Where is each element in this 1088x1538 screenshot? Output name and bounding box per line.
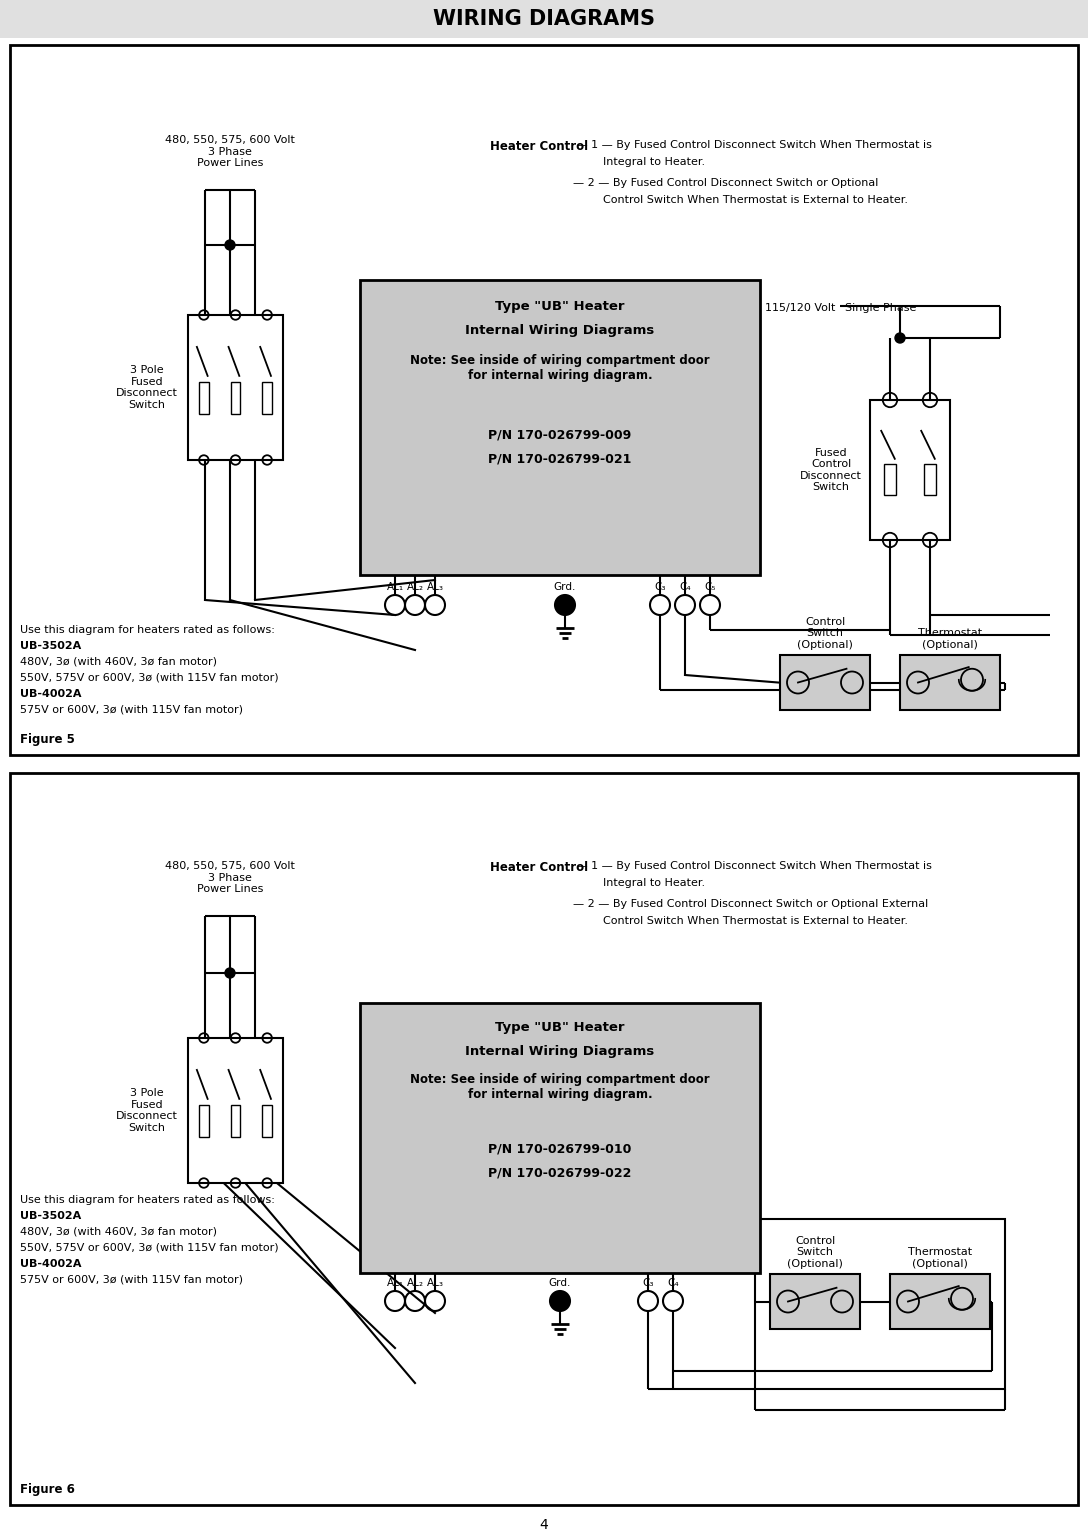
Bar [262,1104,272,1137]
Text: P/N 170-026799-010: P/N 170-026799-010 [489,1143,632,1157]
Bar [890,1273,990,1329]
Text: P/N 170-026799-021: P/N 170-026799-021 [489,452,632,464]
Bar [360,1003,761,1273]
Text: AL₁: AL₁ [386,1278,404,1287]
Text: Internal Wiring Diagrams: Internal Wiring Diagrams [466,325,655,337]
Text: UB-3502A: UB-3502A [20,1210,82,1221]
Bar [10,45,1078,755]
Circle shape [225,967,235,978]
Circle shape [551,1290,570,1310]
Text: AL₂: AL₂ [407,1278,423,1287]
Text: AL₁: AL₁ [386,581,404,592]
Text: Use this diagram for heaters rated as follows:: Use this diagram for heaters rated as fo… [20,624,275,635]
Circle shape [555,595,574,615]
Text: — 1 — By Fused Control Disconnect Switch When Thermostat is: — 1 — By Fused Control Disconnect Switch… [573,140,932,151]
Text: 480V, 3ø (with 460V, 3ø fan motor): 480V, 3ø (with 460V, 3ø fan motor) [20,657,217,667]
Bar [199,1104,209,1137]
Bar [231,1104,240,1137]
Bar [231,381,240,414]
Text: Grd.: Grd. [548,1278,571,1287]
Text: 480V, 3ø (with 460V, 3ø fan motor): 480V, 3ø (with 460V, 3ø fan motor) [20,1227,217,1237]
Text: Heater Control: Heater Control [490,861,589,874]
Text: Control Switch When Thermostat is External to Heater.: Control Switch When Thermostat is Extern… [603,917,908,926]
Text: Integral to Heater.: Integral to Heater. [603,878,705,887]
Text: P/N 170-026799-022: P/N 170-026799-022 [489,1166,632,1180]
Text: 3 Pole
Fused
Disconnect
Switch: 3 Pole Fused Disconnect Switch [116,365,178,411]
Text: 3 Pole
Fused
Disconnect
Switch: 3 Pole Fused Disconnect Switch [116,1087,178,1134]
Text: Type "UB" Heater: Type "UB" Heater [495,1021,625,1034]
Bar [199,381,209,414]
Text: — 2 — By Fused Control Disconnect Switch or Optional: — 2 — By Fused Control Disconnect Switch… [573,178,878,188]
Text: C₅: C₅ [704,581,716,592]
Text: 4: 4 [540,1518,548,1532]
Text: — 2 — By Fused Control Disconnect Switch or Optional External: — 2 — By Fused Control Disconnect Switch… [573,900,928,909]
Text: Thermostat
(Optional): Thermostat (Optional) [908,1247,972,1269]
Circle shape [225,240,235,251]
Bar [262,381,272,414]
Bar [360,280,761,575]
Circle shape [895,334,905,343]
Bar [10,774,1078,1506]
Text: — 1 — By Fused Control Disconnect Switch When Thermostat is: — 1 — By Fused Control Disconnect Switch… [573,861,932,871]
Bar [870,400,950,540]
Text: Figure 6: Figure 6 [20,1483,75,1496]
Bar [883,464,897,495]
Bar [900,655,1000,711]
Text: Thermostat
(Optional): Thermostat (Optional) [918,629,982,651]
Text: Note: See inside of wiring compartment door
for internal wiring diagram.: Note: See inside of wiring compartment d… [410,1074,709,1101]
Text: Figure 5: Figure 5 [20,734,75,746]
Text: P/N 170-026799-009: P/N 170-026799-009 [489,428,632,441]
Text: AL₃: AL₃ [426,581,444,592]
Text: C₃: C₃ [642,1278,654,1287]
Text: C₄: C₄ [667,1278,679,1287]
Text: AL₃: AL₃ [426,1278,444,1287]
Text: UB-3502A: UB-3502A [20,641,82,651]
Text: Note: See inside of wiring compartment door
for internal wiring diagram.: Note: See inside of wiring compartment d… [410,354,709,381]
Text: 115/120 Volt: 115/120 Volt [765,303,834,314]
Text: 575V or 600V, 3ø (with 115V fan motor): 575V or 600V, 3ø (with 115V fan motor) [20,1275,243,1286]
Bar [924,464,936,495]
Text: Internal Wiring Diagrams: Internal Wiring Diagrams [466,1044,655,1058]
Text: Single Phase: Single Phase [845,303,916,314]
Text: Use this diagram for heaters rated as follows:: Use this diagram for heaters rated as fo… [20,1195,275,1204]
Text: C₄: C₄ [679,581,691,592]
Text: Control
Switch
(Optional): Control Switch (Optional) [798,617,853,651]
Text: Control Switch When Thermostat is External to Heater.: Control Switch When Thermostat is Extern… [603,195,908,205]
Text: AL₂: AL₂ [407,581,423,592]
Text: C₃: C₃ [654,581,666,592]
Bar [755,1220,1005,1389]
Bar [780,655,870,711]
Bar [770,1273,860,1329]
Text: WIRING DIAGRAMS: WIRING DIAGRAMS [433,9,655,29]
Text: Type "UB" Heater: Type "UB" Heater [495,300,625,314]
Text: 480, 550, 575, 600 Volt
3 Phase
Power Lines: 480, 550, 575, 600 Volt 3 Phase Power Li… [165,861,295,894]
Text: UB-4002A: UB-4002A [20,689,82,698]
Bar [0,0,1088,38]
Text: 480, 550, 575, 600 Volt
3 Phase
Power Lines: 480, 550, 575, 600 Volt 3 Phase Power Li… [165,135,295,168]
Bar [188,1038,283,1183]
Text: 575V or 600V, 3ø (with 115V fan motor): 575V or 600V, 3ø (with 115V fan motor) [20,704,243,715]
Text: UB-4002A: UB-4002A [20,1260,82,1269]
Text: Heater Control: Heater Control [490,140,589,152]
Bar [188,315,283,460]
Text: Control
Switch
(Optional): Control Switch (Optional) [787,1237,843,1269]
Text: Integral to Heater.: Integral to Heater. [603,157,705,168]
Text: 550V, 575V or 600V, 3ø (with 115V fan motor): 550V, 575V or 600V, 3ø (with 115V fan mo… [20,674,279,683]
Text: Grd.: Grd. [554,581,577,592]
Text: Fused
Control
Disconnect
Switch: Fused Control Disconnect Switch [800,448,862,492]
Text: 550V, 575V or 600V, 3ø (with 115V fan motor): 550V, 575V or 600V, 3ø (with 115V fan mo… [20,1243,279,1253]
